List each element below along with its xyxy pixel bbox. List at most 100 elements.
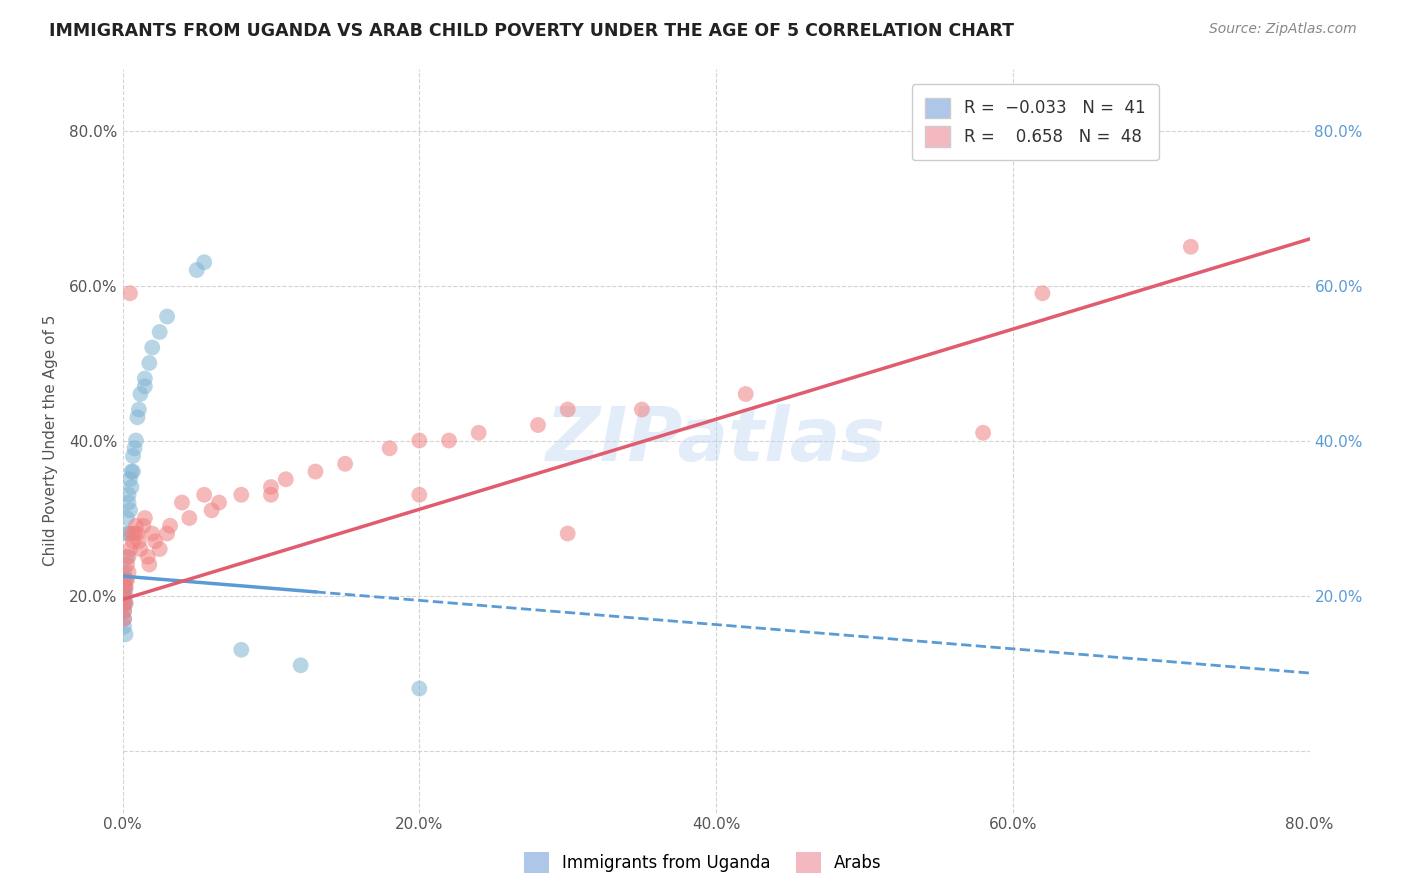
Point (124, 526, 146, 541)
Point (193, 488, 215, 502)
Point (118, 472, 141, 486)
Point (179, 511, 201, 525)
Point (138, 558, 160, 572)
Point (527, 417, 550, 432)
Point (114, 581, 136, 595)
Point (112, 589, 135, 603)
Point (114, 573, 136, 587)
Point (143, 534, 166, 549)
Point (118, 542, 141, 557)
Point (122, 534, 145, 549)
Point (128, 534, 150, 549)
Point (260, 488, 283, 502)
Point (129, 387, 152, 401)
Point (127, 410, 149, 425)
Point (208, 495, 231, 509)
Point (141, 341, 163, 355)
Point (112, 581, 135, 595)
Legend: R =  −0.033   N =  41, R =    0.658   N =  48: R = −0.033 N = 41, R = 0.658 N = 48 (912, 84, 1159, 160)
Point (121, 480, 143, 494)
Point (112, 612, 135, 626)
Point (114, 573, 136, 587)
Point (114, 581, 136, 595)
Point (115, 573, 138, 587)
Point (274, 472, 297, 486)
Text: Source: ZipAtlas.com: Source: ZipAtlas.com (1209, 22, 1357, 37)
Point (1180, 240, 1202, 254)
Point (260, 480, 283, 494)
Text: ZIPatlas: ZIPatlas (546, 404, 886, 477)
Point (734, 387, 756, 401)
Point (138, 356, 160, 370)
Point (972, 425, 994, 440)
Point (141, 526, 163, 541)
Point (159, 518, 181, 533)
Point (290, 658, 312, 673)
Point (118, 286, 141, 301)
Text: IMMIGRANTS FROM UGANDA VS ARAB CHILD POVERTY UNDER THE AGE OF 5 CORRELATION CHAR: IMMIGRANTS FROM UGANDA VS ARAB CHILD POV… (49, 22, 1014, 40)
Point (114, 596, 136, 610)
Point (125, 434, 148, 448)
Point (112, 604, 135, 618)
Point (557, 402, 579, 417)
Point (115, 511, 138, 525)
Point (333, 457, 356, 471)
Point (124, 442, 146, 456)
Point (136, 549, 159, 564)
Point (631, 402, 654, 417)
Point (186, 263, 208, 277)
Point (112, 566, 135, 580)
Point (1031, 286, 1053, 301)
Point (132, 518, 155, 533)
Point (201, 503, 224, 517)
Point (114, 589, 136, 603)
Point (122, 465, 145, 479)
Point (112, 612, 135, 626)
Point (115, 549, 138, 564)
Point (408, 488, 430, 502)
Point (117, 488, 139, 502)
Point (378, 442, 401, 456)
Point (114, 627, 136, 641)
Point (122, 449, 145, 463)
Point (112, 604, 135, 618)
Point (112, 596, 135, 610)
Legend: Immigrants from Uganda, Arabs: Immigrants from Uganda, Arabs (517, 846, 889, 880)
Point (112, 573, 135, 587)
Point (437, 434, 460, 448)
Point (193, 255, 215, 269)
Point (231, 642, 253, 657)
Point (170, 495, 193, 509)
Point (408, 681, 430, 696)
Point (149, 325, 172, 339)
Point (112, 581, 135, 595)
Point (121, 526, 143, 541)
Point (121, 465, 143, 479)
Point (115, 526, 138, 541)
Point (117, 495, 139, 509)
Point (149, 542, 172, 557)
Point (125, 518, 148, 533)
Point (112, 596, 135, 610)
Point (127, 526, 149, 541)
Point (557, 526, 579, 541)
Y-axis label: Child Poverty Under the Age of 5: Child Poverty Under the Age of 5 (44, 315, 58, 566)
Point (408, 434, 430, 448)
Point (117, 549, 139, 564)
Point (304, 465, 326, 479)
Point (112, 619, 135, 633)
Point (114, 596, 136, 610)
Point (117, 566, 139, 580)
Point (156, 526, 179, 541)
Point (134, 379, 156, 393)
Point (115, 558, 138, 572)
Point (467, 425, 489, 440)
Point (156, 310, 179, 324)
Point (231, 488, 253, 502)
Point (129, 542, 152, 557)
Point (134, 511, 156, 525)
Point (128, 402, 150, 417)
Point (118, 503, 141, 517)
Point (134, 371, 156, 385)
Point (117, 526, 139, 541)
